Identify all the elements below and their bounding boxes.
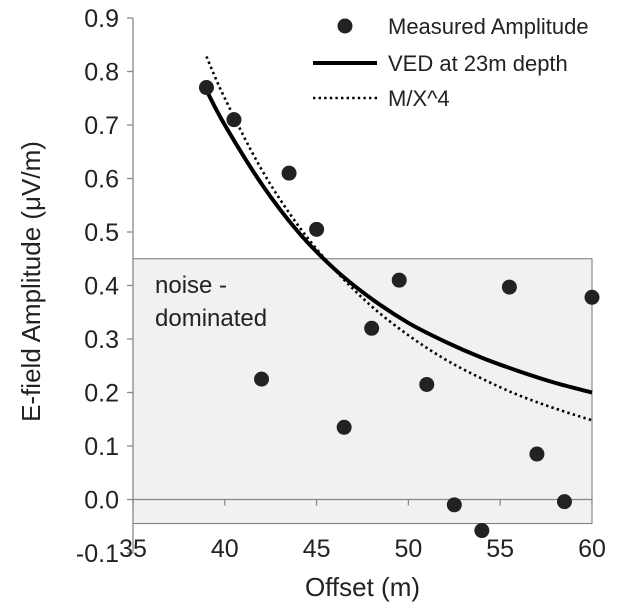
x-axis-title: Offset (m)	[305, 572, 420, 602]
data-point	[584, 289, 600, 305]
x-tick-label: 55	[486, 535, 514, 563]
y-tick-label: 0.1	[84, 433, 119, 461]
legend-label-measured: Measured Amplitude	[388, 14, 589, 39]
y-tick-label: 0.8	[84, 59, 119, 87]
data-point	[446, 497, 462, 513]
noise-region-label-line-2: dominated	[155, 305, 267, 332]
data-point	[309, 221, 325, 237]
y-tick-label: 0.2	[84, 380, 119, 408]
data-point	[529, 446, 545, 462]
noise-region	[132, 258, 593, 525]
data-point	[336, 419, 352, 435]
data-point	[254, 371, 270, 387]
y-tick-label: 0.3	[84, 326, 119, 354]
series-ved-line	[204, 89, 593, 395]
x-tick-label: 60	[578, 535, 606, 563]
noise-region-label-line-1: noise -	[155, 272, 227, 299]
legend: Measured Amplitude VED at 23m depth M/X^…	[313, 14, 589, 111]
data-point	[281, 165, 297, 181]
data-point	[226, 112, 242, 128]
legend-label-ved: VED at 23m depth	[388, 51, 568, 76]
y-tick-label: 0.4	[84, 273, 119, 301]
y-tick-marks	[127, 17, 133, 554]
y-axis-title: E-field Amplitude (μV/m)	[16, 141, 46, 422]
legend-marker-measured	[337, 18, 353, 34]
y-tick-label: 0.5	[84, 219, 119, 247]
y-tick-label: 0.9	[84, 5, 119, 33]
legend-label-m-x4: M/X^4	[388, 86, 450, 111]
series-m-x4-line	[205, 55, 593, 422]
data-point	[556, 494, 572, 510]
x-tick-label: 45	[303, 535, 331, 563]
x-tick-label: 35	[119, 535, 147, 563]
data-point	[198, 80, 214, 96]
x-tick-label: 40	[211, 535, 239, 563]
y-tick-label: 0.6	[84, 166, 119, 194]
data-point	[391, 272, 407, 288]
y-tick-label: 0.0	[84, 487, 119, 515]
data-point	[501, 279, 517, 295]
data-point	[474, 523, 490, 539]
y-tick-label: 0.7	[84, 112, 119, 140]
data-point	[419, 376, 435, 392]
y-tick-label: -0.1	[76, 540, 119, 568]
x-tick-label: 50	[394, 535, 422, 563]
x-tick-marks	[132, 499, 593, 506]
series-measured-points	[198, 80, 600, 539]
data-point	[364, 320, 380, 336]
